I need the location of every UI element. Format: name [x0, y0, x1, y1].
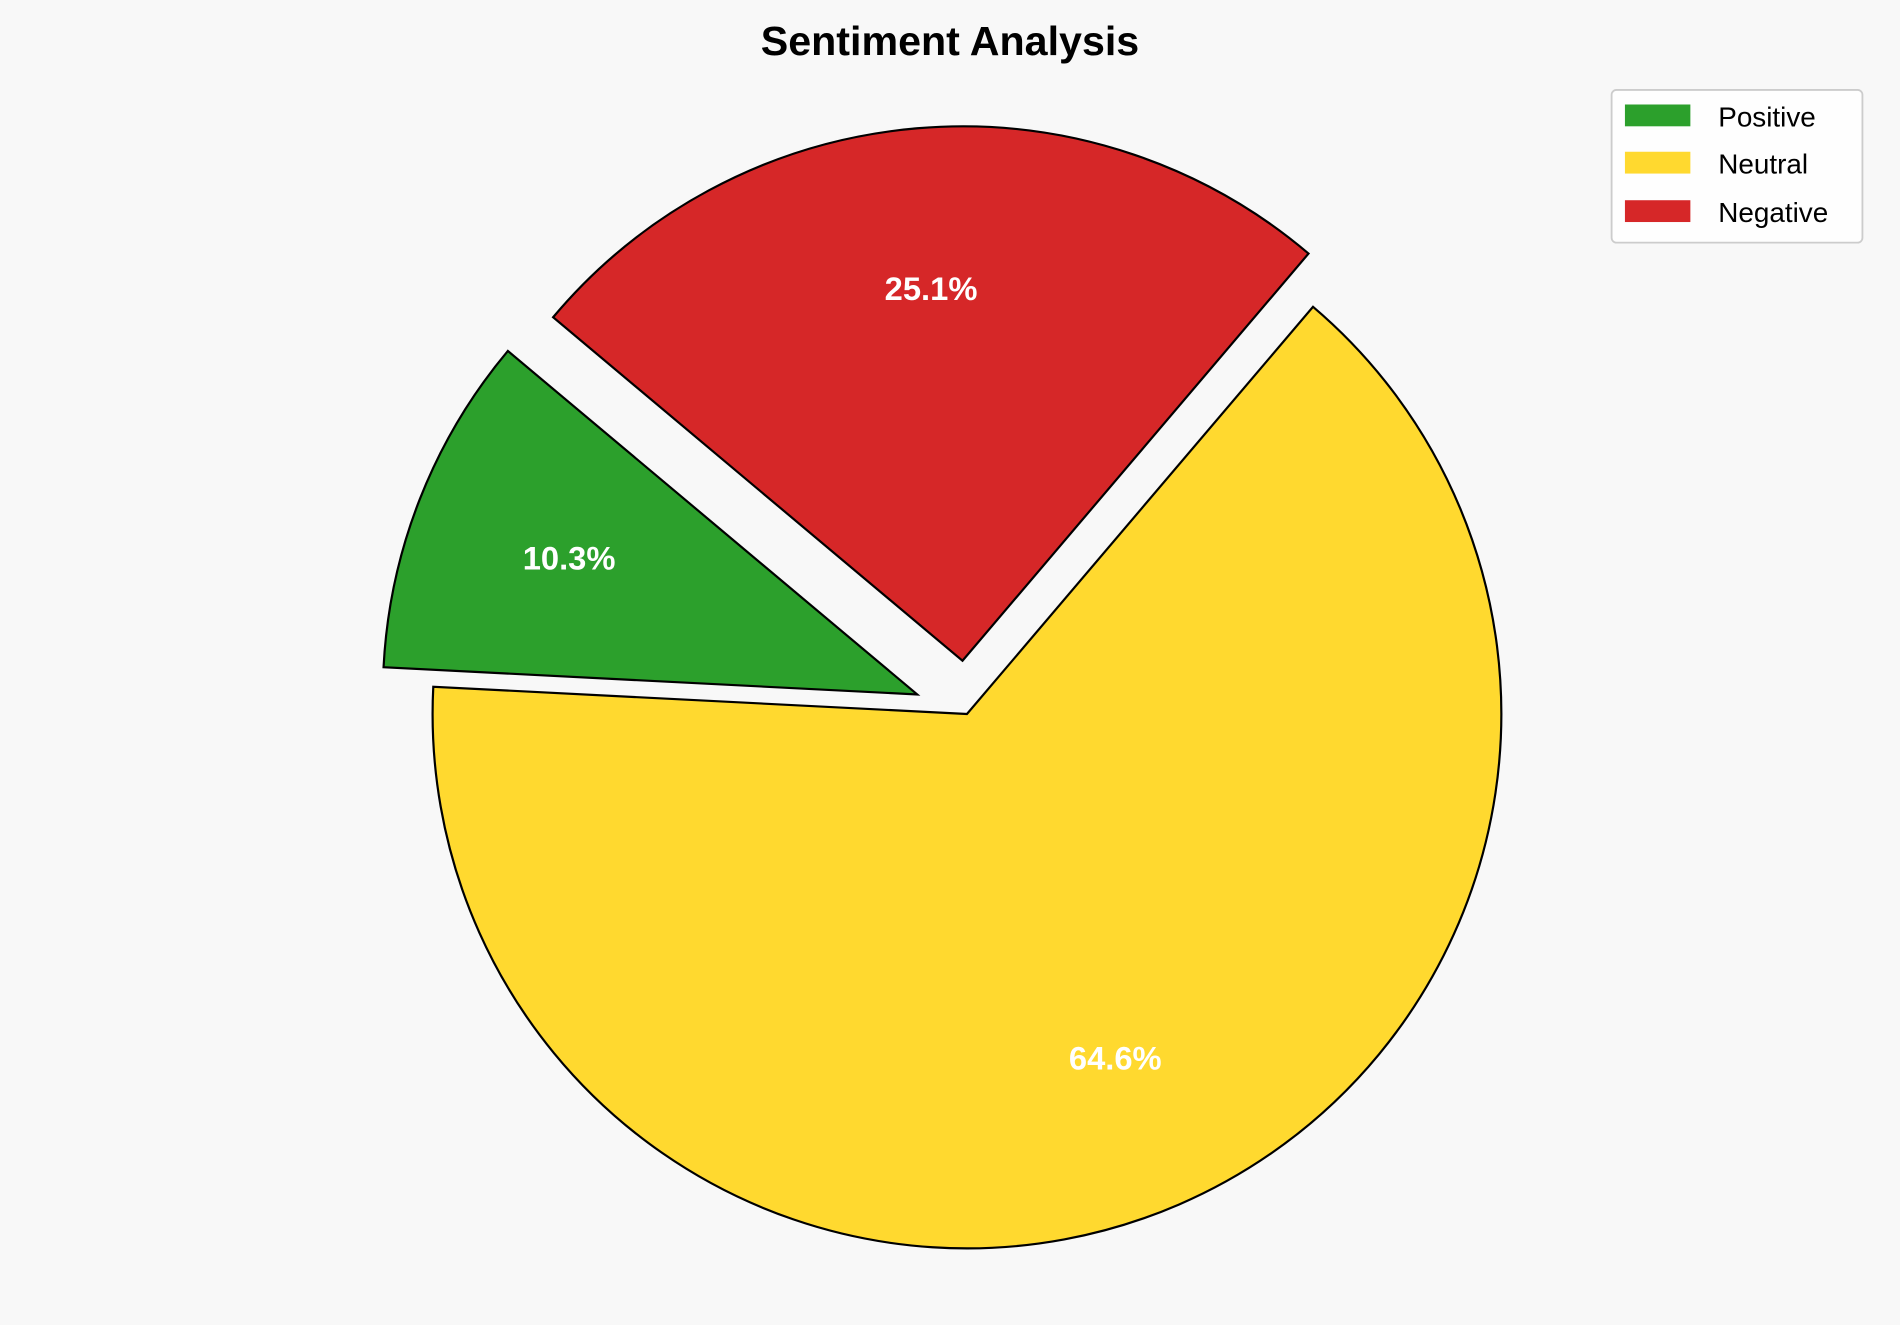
- pct-label-negative: 25.1%: [885, 270, 978, 307]
- pie-slice-negative: [551, 125, 1311, 663]
- legend-swatch-negative: [1624, 200, 1691, 223]
- legend-swatch-neutral: [1624, 151, 1691, 174]
- legend-swatch-positive: [1624, 104, 1691, 127]
- legend-label-positive: Positive: [1718, 101, 1816, 132]
- pie-wedges: [382, 125, 1503, 1250]
- legend-label-neutral: Neutral: [1718, 149, 1808, 180]
- legend: Positive Neutral Negative: [1610, 89, 1864, 244]
- pie-slice-neutral: [431, 305, 1503, 1250]
- legend-label-negative: Negative: [1718, 197, 1828, 228]
- chart-title: Sentiment Analysis: [761, 18, 1139, 64]
- pct-label-positive: 10.3%: [523, 540, 616, 577]
- pct-label-neutral: 64.6%: [1069, 1040, 1162, 1077]
- pie-labels: 10.3% 64.6% 25.1%: [523, 270, 1162, 1076]
- pie-slice-positive: [382, 349, 921, 696]
